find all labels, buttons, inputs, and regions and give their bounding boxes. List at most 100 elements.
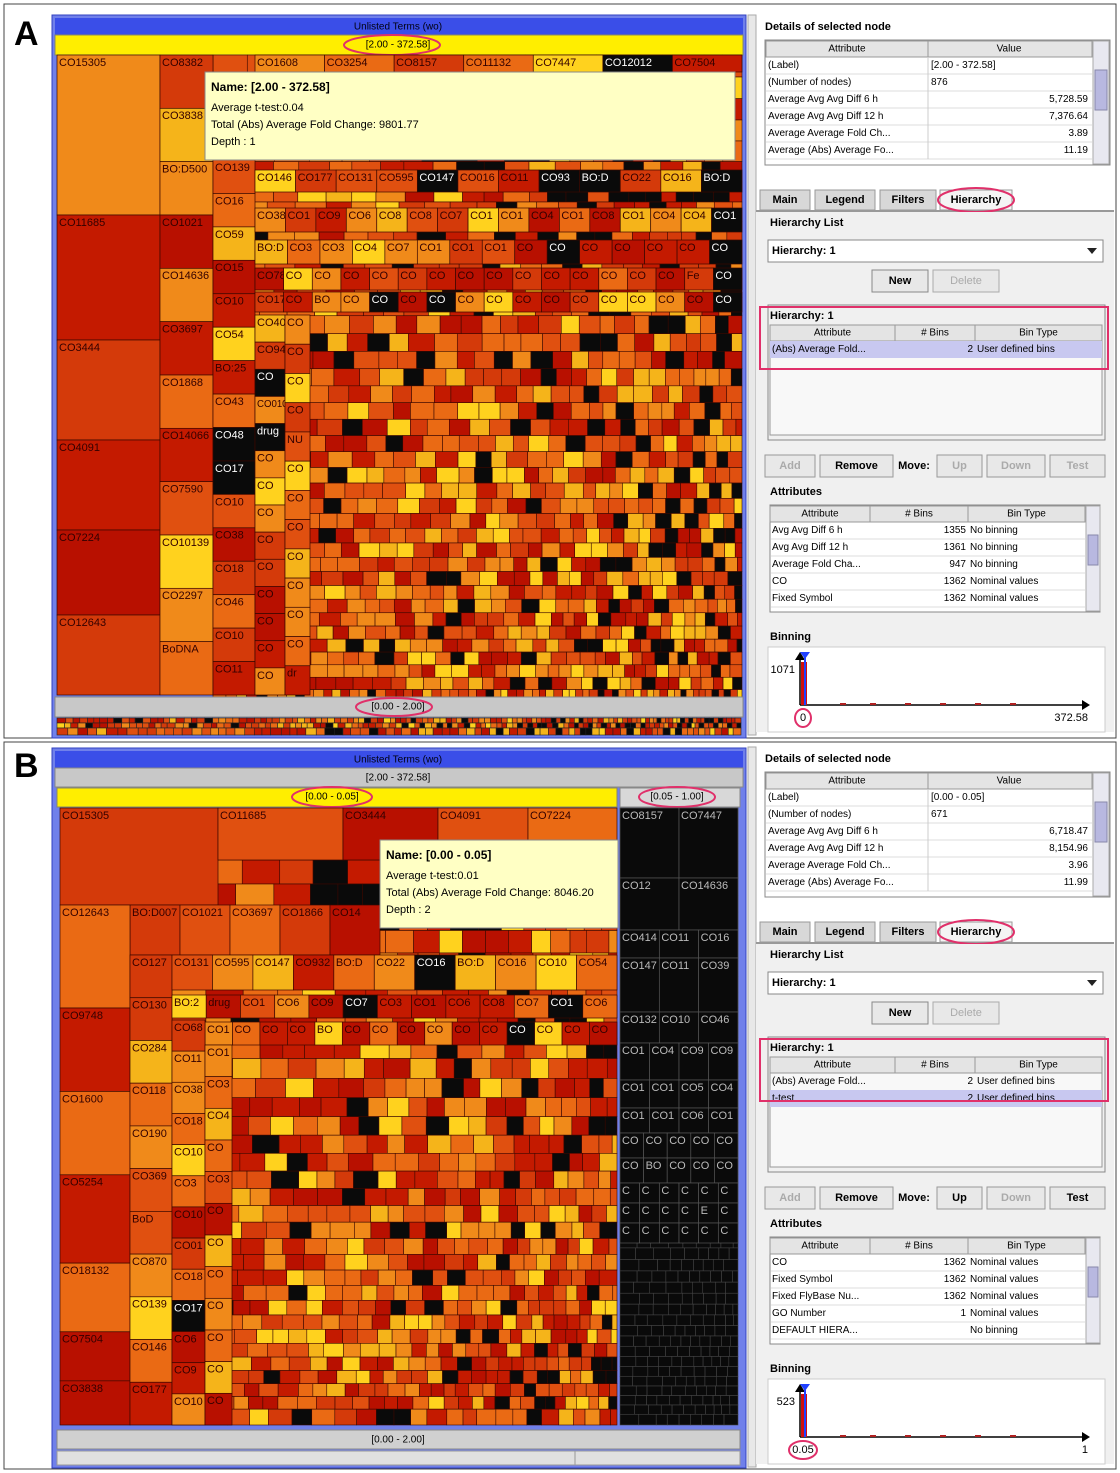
- tab-label[interactable]: Legend: [825, 926, 864, 938]
- scroll-thumb[interactable]: [1087, 1266, 1099, 1298]
- tab-label[interactable]: Main: [772, 194, 797, 206]
- treemap-cell: [596, 722, 602, 729]
- treemap-cell: [735, 418, 743, 436]
- treemap-cell: [678, 676, 692, 690]
- button[interactable]: [986, 1186, 1046, 1210]
- button-label[interactable]: Down: [1001, 460, 1031, 472]
- button-label[interactable]: Delete: [950, 275, 982, 287]
- treemap-cell: [619, 722, 626, 729]
- button-label[interactable]: Add: [779, 460, 800, 472]
- button-label[interactable]: Down: [1001, 1192, 1031, 1204]
- treemap-cell: [635, 1247, 654, 1260]
- treemap-cell: [293, 1116, 318, 1136]
- button[interactable]: [936, 454, 983, 478]
- button-label[interactable]: Remove: [835, 460, 878, 472]
- treemap-cell: [385, 930, 414, 954]
- treemap-cell: [678, 1413, 691, 1426]
- button[interactable]: [1049, 454, 1106, 478]
- treemap-cell: [306, 1329, 326, 1344]
- cell-label: CO932: [295, 957, 330, 969]
- button[interactable]: [819, 454, 894, 478]
- dropdown[interactable]: [767, 971, 1104, 995]
- dropdown-value[interactable]: Hierarchy: 1: [772, 245, 836, 257]
- button[interactable]: [871, 269, 929, 293]
- tab[interactable]: [939, 189, 1013, 211]
- button[interactable]: [1049, 1186, 1106, 1210]
- dropdown-value[interactable]: Hierarchy: 1: [772, 977, 836, 989]
- treemap-cell: [716, 451, 729, 468]
- treemap-cell: [570, 402, 590, 420]
- cell-label: CO: [287, 463, 304, 475]
- treemap-cell: [334, 1408, 357, 1426]
- treemap-cell: [434, 351, 458, 370]
- tab-label[interactable]: Hierarchy: [951, 926, 1003, 938]
- treemap-cell: [348, 385, 371, 403]
- column-header: Bin Type: [1007, 509, 1046, 520]
- treemap-cell: [414, 722, 421, 729]
- tab-label[interactable]: Main: [772, 926, 797, 938]
- button-label[interactable]: Remove: [835, 1192, 878, 1204]
- treemap-cell: [552, 1153, 570, 1172]
- scroll-thumb[interactable]: [1094, 801, 1108, 843]
- treemap-cell: [608, 1396, 618, 1410]
- tab[interactable]: [759, 189, 811, 211]
- cell-label: CO: [289, 1024, 306, 1036]
- button-label[interactable]: Test: [1067, 1192, 1089, 1204]
- scroll-thumb[interactable]: [1094, 69, 1108, 111]
- treemap-cell: [395, 1170, 416, 1189]
- treemap-cell: [382, 1370, 398, 1384]
- treemap-cell: [708, 1247, 720, 1260]
- treemap-cell: [401, 722, 409, 729]
- button[interactable]: [936, 1186, 983, 1210]
- button[interactable]: [819, 1186, 894, 1210]
- treemap-cell: [610, 1408, 618, 1426]
- treemap-cell: [634, 1404, 649, 1415]
- treemap-cell: [714, 1325, 726, 1337]
- button[interactable]: [932, 269, 1000, 293]
- tab[interactable]: [879, 189, 937, 211]
- button-label[interactable]: Add: [779, 1192, 800, 1204]
- cell-label: C: [681, 1185, 689, 1197]
- treemap-cell: [628, 638, 641, 653]
- treemap-cell: [447, 722, 453, 729]
- tab[interactable]: [759, 921, 811, 943]
- treemap-cell: [405, 1078, 425, 1098]
- treemap-cell: [724, 528, 736, 544]
- cell-label: CO9748: [62, 1010, 103, 1022]
- treemap-cell: [342, 571, 364, 586]
- cell-label: CO284: [132, 1042, 167, 1054]
- button-label[interactable]: Up: [952, 1192, 967, 1204]
- button-label[interactable]: Test: [1067, 460, 1089, 472]
- treemap-cell: [518, 402, 538, 420]
- tab[interactable]: [939, 921, 1013, 943]
- treemap-cell: [395, 612, 415, 627]
- scroll-thumb[interactable]: [1087, 534, 1099, 566]
- cell-label: CO1868: [162, 377, 203, 389]
- axis-label: 372.58: [1054, 712, 1088, 724]
- treemap-cell: [414, 954, 456, 991]
- button[interactable]: [932, 1001, 1000, 1025]
- button[interactable]: [986, 454, 1046, 478]
- tab-label[interactable]: Hierarchy: [951, 194, 1003, 206]
- treemap-cell: [546, 722, 553, 729]
- treemap-cell: [522, 528, 542, 544]
- button-label[interactable]: New: [889, 275, 912, 287]
- treemap-cell: [473, 1134, 494, 1154]
- button[interactable]: [764, 1186, 816, 1210]
- tab[interactable]: [814, 921, 876, 943]
- section-title: Attributes: [770, 486, 822, 498]
- tab[interactable]: [814, 189, 876, 211]
- button-label[interactable]: Up: [952, 460, 967, 472]
- dropdown[interactable]: [767, 239, 1104, 263]
- tab-label[interactable]: Filters: [891, 194, 924, 206]
- button-label[interactable]: New: [889, 1007, 912, 1019]
- button[interactable]: [871, 1001, 929, 1025]
- button-label[interactable]: Delete: [950, 1007, 982, 1019]
- treemap-cell: [679, 498, 695, 514]
- tab[interactable]: [879, 921, 937, 943]
- treemap-cell: [729, 664, 743, 678]
- tab-label[interactable]: Legend: [825, 194, 864, 206]
- button[interactable]: [764, 454, 816, 478]
- treemap-cell: [562, 612, 575, 627]
- tab-label[interactable]: Filters: [891, 926, 924, 938]
